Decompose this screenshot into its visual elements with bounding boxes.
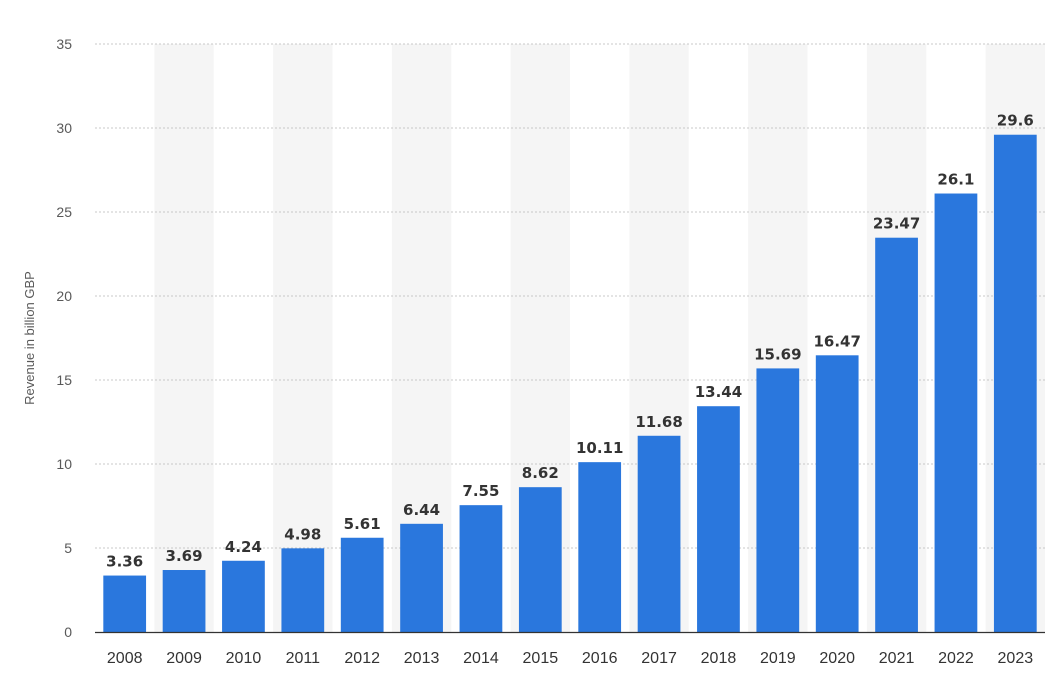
x-tick-label-2022: 2022 [938,650,974,667]
data-label-2021: 23.47 [873,215,920,233]
bars [103,134,1037,633]
y-tick-label-5: 5 [64,540,72,556]
data-label-2016: 10.11 [576,439,623,457]
x-tick-label-2013: 2013 [404,650,440,667]
data-label-2009: 3.69 [166,547,203,565]
bar-2009 [162,570,206,632]
data-label-2018: 13.44 [695,383,742,401]
x-tick-label-2008: 2008 [107,650,143,667]
y-tick-label-35: 35 [56,36,72,52]
y-tick-label-0: 0 [64,624,72,640]
x-axis-ticks: 2008 2009 2010 2011 2012 2013 2014 2015 2016 2017… [107,650,1033,667]
column-band-2009 [154,44,214,632]
bar-2019 [756,368,800,632]
x-tick-label-2017: 2017 [641,650,677,667]
bar-2012 [340,537,384,632]
x-tick-label-2011: 2011 [286,650,321,667]
bar-2023 [993,134,1037,632]
bar-2013 [400,523,443,632]
bar-2018 [697,406,740,632]
column-band-2011 [273,44,333,632]
bar-2021 [875,237,918,633]
data-label-2017: 11.68 [635,413,682,431]
x-tick-label-2015: 2015 [523,650,559,667]
bar-2022 [934,193,978,632]
y-tick-label-30: 30 [56,120,72,136]
x-tick-label-2012: 2012 [344,650,380,667]
y-tick-label-10: 10 [56,456,72,472]
x-tick-label-2019: 2019 [760,650,796,667]
y-axis-title: Revenue in billion GBP [22,271,37,405]
data-labels: 3.36 3.69 4.24 4.98 5.61 6.44 7.55 8.62 10.11 11.… [106,112,1034,571]
bar-2020 [815,355,859,632]
x-tick-label-2014: 2014 [463,650,499,667]
x-tick-label-2020: 2020 [819,650,855,667]
y-axis-ticks: 0 5 10 15 20 25 30 35 [56,36,72,640]
data-label-2015: 8.62 [522,464,559,482]
bar-2010 [222,560,265,632]
bar-2011 [281,548,325,632]
bar-2016 [578,462,622,632]
y-tick-label-25: 25 [56,204,72,220]
data-label-2014: 7.55 [462,482,499,500]
x-tick-label-2016: 2016 [582,650,618,667]
bar-2017 [637,435,681,632]
data-label-2013: 6.44 [403,501,440,519]
y-tick-label-15: 15 [56,372,72,388]
x-tick-label-2023: 2023 [998,650,1034,667]
data-label-2023: 29.6 [997,112,1034,130]
data-label-2010: 4.24 [225,538,262,556]
data-label-2022: 26.1 [937,171,974,189]
bar-2014 [459,505,503,632]
data-label-2020: 16.47 [813,332,860,350]
y-tick-label-20: 20 [56,288,72,304]
data-label-2012: 5.61 [344,515,381,533]
bar-2015 [518,487,562,632]
bar-2008 [103,575,147,632]
x-tick-label-2010: 2010 [226,650,262,667]
data-label-2008: 3.36 [106,553,143,571]
x-tick-label-2021: 2021 [879,650,915,667]
x-tick-label-2009: 2009 [166,650,202,667]
x-tick-label-2018: 2018 [701,650,737,667]
data-label-2011: 4.98 [284,525,321,543]
data-label-2019: 15.69 [754,345,801,363]
